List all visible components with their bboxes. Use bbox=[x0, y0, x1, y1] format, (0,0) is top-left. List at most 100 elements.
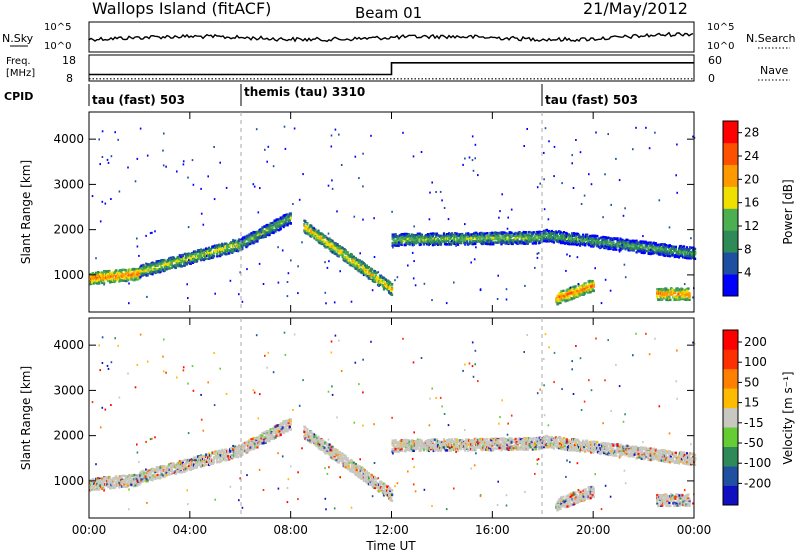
power-echo-cell bbox=[123, 277, 126, 280]
power-echo-cell bbox=[163, 268, 166, 272]
power-echo-cell bbox=[362, 268, 365, 271]
power-echo-cell bbox=[396, 237, 399, 240]
power-echo-cell bbox=[569, 243, 572, 246]
power-echo-cell bbox=[172, 257, 175, 260]
power-echo-cell bbox=[128, 302, 130, 305]
power-echo-cell bbox=[162, 164, 165, 167]
power-echo-cell bbox=[473, 258, 476, 261]
power-echo-cell bbox=[350, 300, 353, 303]
power-echo-cell bbox=[414, 241, 417, 244]
power-echo-cell bbox=[468, 242, 471, 245]
velocity-echo-cell bbox=[103, 476, 106, 479]
power-echo-cell bbox=[665, 288, 668, 291]
power-echo-cell bbox=[665, 298, 668, 302]
power-echo-cell bbox=[220, 249, 223, 253]
power-echo-cell bbox=[144, 269, 147, 272]
power-echo-cell bbox=[633, 247, 636, 250]
power-echo-cell bbox=[388, 287, 391, 291]
power-echo-cell bbox=[453, 239, 456, 242]
power-echo-cell bbox=[423, 282, 426, 285]
power-echo-cell bbox=[641, 245, 644, 248]
power-echo-cell bbox=[102, 278, 105, 281]
power-echo-cell bbox=[647, 248, 650, 251]
power-echo-cell bbox=[149, 266, 152, 269]
power-echo-cell bbox=[186, 283, 188, 286]
power-echo-cell bbox=[538, 241, 541, 244]
power-echo-cell bbox=[330, 134, 333, 137]
power-echo-cell bbox=[253, 241, 256, 244]
power-echo-cell bbox=[247, 242, 250, 245]
noise-right-tick-bottom: 10^0 bbox=[707, 41, 734, 52]
power-echo-cell bbox=[377, 271, 380, 274]
power-echo-cell bbox=[626, 241, 629, 245]
power-echo-cell bbox=[576, 243, 579, 247]
power-echo-cell bbox=[156, 264, 159, 267]
power-echo-cell bbox=[615, 157, 617, 160]
power-echo-cell bbox=[412, 277, 415, 280]
power-echo-cell bbox=[552, 237, 555, 240]
power-echo-cell bbox=[118, 280, 121, 283]
power-echo-cell bbox=[639, 247, 642, 250]
power-echo-cell bbox=[543, 234, 546, 237]
power-echo-cell bbox=[277, 246, 279, 249]
power-echo-cell bbox=[324, 261, 326, 264]
power-echo-cell bbox=[303, 230, 306, 233]
power-echo-cell bbox=[648, 147, 651, 150]
power-echo-cell bbox=[604, 278, 607, 281]
power-echo-cell bbox=[664, 246, 667, 249]
power-echo-cell bbox=[531, 242, 534, 245]
power-echo-cell bbox=[289, 214, 292, 217]
power-echo-cell bbox=[154, 230, 156, 233]
velocity-echo-cell bbox=[151, 479, 154, 482]
colorbar-tick-label: 24 bbox=[744, 149, 759, 163]
power-echo-cell bbox=[533, 237, 536, 241]
power-echo-cell bbox=[144, 266, 147, 270]
power-echo-cell bbox=[303, 223, 306, 226]
power-echo-cell bbox=[576, 294, 579, 297]
power-echo-cell bbox=[644, 240, 647, 243]
power-echo-cell bbox=[691, 255, 694, 258]
power-echo-cell bbox=[413, 260, 415, 263]
power-echo-cell bbox=[429, 191, 431, 194]
power-echo-cell bbox=[398, 238, 401, 241]
velocity-echo-cell bbox=[94, 487, 97, 490]
power-echo-cell bbox=[239, 271, 241, 274]
power-echo-cell bbox=[532, 231, 535, 234]
power-echo-cell bbox=[658, 245, 661, 248]
velocity-echo-cell bbox=[178, 461, 181, 464]
power-echo-cell bbox=[380, 281, 384, 285]
power-echo-cell bbox=[303, 224, 306, 228]
power-echo-cell bbox=[488, 236, 491, 239]
power-echo-cell bbox=[425, 236, 428, 239]
power-echo-cell bbox=[118, 269, 121, 272]
power-echo-cell bbox=[668, 226, 671, 229]
power-echo-cell bbox=[129, 271, 132, 274]
power-echo-cell bbox=[491, 231, 494, 234]
power-echo-cell bbox=[115, 269, 118, 272]
power-echo-cell bbox=[165, 268, 168, 271]
power-echo-cell bbox=[99, 163, 101, 166]
power-echo-cell bbox=[345, 260, 348, 263]
power-echo-cell bbox=[306, 224, 309, 228]
power-echo-cell bbox=[447, 239, 450, 242]
power-echo-cell bbox=[479, 289, 482, 292]
power-echo-cell bbox=[229, 244, 232, 247]
power-echo-cell bbox=[359, 252, 361, 255]
power-echo-cell bbox=[406, 237, 409, 241]
power-echo-cell bbox=[333, 249, 336, 253]
power-echo-cell bbox=[661, 298, 664, 301]
power-echo-cell bbox=[139, 265, 142, 269]
power-echo-cell bbox=[371, 273, 374, 277]
power-echo-cell bbox=[252, 183, 255, 186]
power-echo-cell bbox=[372, 276, 375, 279]
power-echo-cell bbox=[185, 263, 188, 266]
velocity-echo-cell bbox=[159, 475, 162, 478]
power-echo-cell bbox=[413, 225, 415, 228]
power-echo-cell bbox=[471, 159, 474, 162]
power-echo-cell bbox=[559, 241, 563, 245]
velocity-echo-cell bbox=[206, 463, 209, 466]
power-echo-cell bbox=[141, 272, 144, 275]
power-echo-cell bbox=[465, 232, 468, 235]
power-echo-cell bbox=[463, 235, 466, 239]
velocity-echo-cell bbox=[181, 459, 184, 463]
